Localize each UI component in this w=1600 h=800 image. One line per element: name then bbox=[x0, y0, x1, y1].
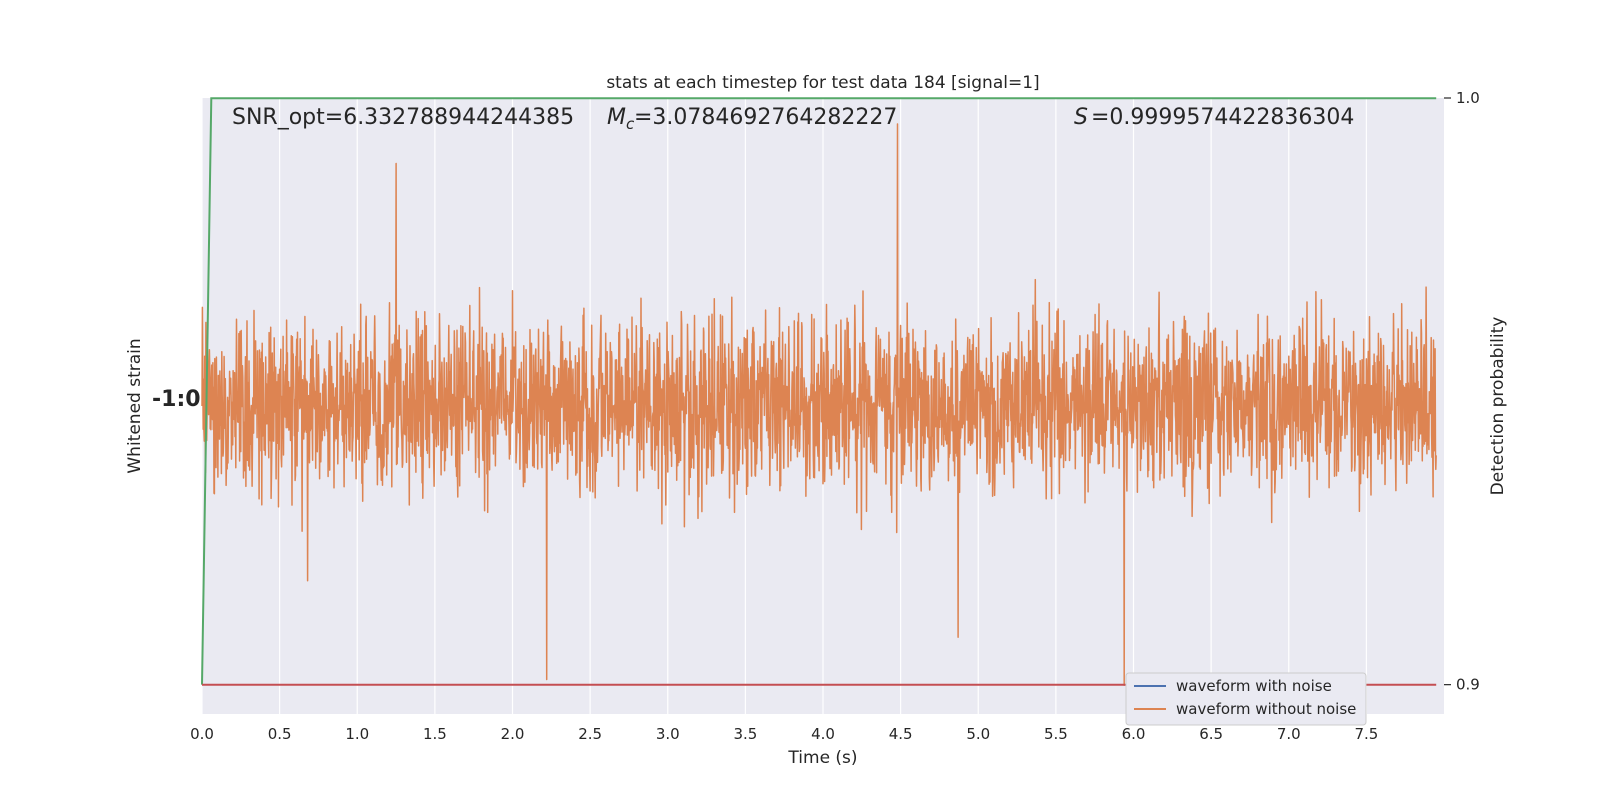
x-tick-label: 1.5 bbox=[423, 725, 447, 743]
x-tick-label: 0.0 bbox=[190, 725, 214, 743]
detection-probability-path bbox=[201, 97, 1437, 685]
x-tick-label: 4.0 bbox=[811, 725, 835, 743]
x-tick-label: 3.0 bbox=[656, 725, 680, 743]
chart-title: stats at each timestep for test data 184… bbox=[606, 73, 1039, 93]
detection-probability-line bbox=[201, 97, 1437, 685]
waveform-without-noise-path bbox=[201, 123, 1437, 686]
mc-annotation: =3.0784692764282227 bbox=[634, 105, 897, 130]
x-tick-label: 5.5 bbox=[1044, 725, 1068, 743]
x-ticks: 0.0 0.5 1.0 1.5 2.0 2.5 3.0 3.5 4.0 4.5 5.0 5.5 6.0 6… bbox=[190, 725, 1378, 743]
right-tick-label: 0.9 bbox=[1456, 676, 1480, 694]
legend: waveform with noise waveform without noi… bbox=[1125, 672, 1367, 726]
right-tick-label: 1.0 bbox=[1456, 89, 1480, 107]
x-tick-label: 5.0 bbox=[966, 725, 990, 743]
x-tick-label: 4.5 bbox=[889, 725, 913, 743]
x-tick-label: 0.5 bbox=[268, 725, 292, 743]
right-ticks: 0.9 1.0 bbox=[1444, 89, 1480, 694]
left-tick-glyphs: -1:0 bbox=[152, 387, 201, 412]
s-annotation: =0.9999574422836304 bbox=[1091, 105, 1354, 130]
x-tick-label: 3.5 bbox=[733, 725, 757, 743]
snr-annotation: SNR_opt=6.332788944244385 bbox=[232, 105, 574, 130]
legend-label-without-noise: waveform without noise bbox=[1176, 700, 1356, 718]
right-y-axis-label: Detection probability bbox=[1488, 317, 1508, 496]
waveform-without-noise-line bbox=[201, 123, 1437, 686]
x-tick-label: 2.0 bbox=[501, 725, 525, 743]
x-tick-label: 6.0 bbox=[1122, 725, 1146, 743]
legend-label-with-noise: waveform with noise bbox=[1176, 677, 1332, 695]
legend-box bbox=[1125, 672, 1367, 726]
x-tick-label: 2.5 bbox=[578, 725, 602, 743]
x-tick-label: 7.5 bbox=[1354, 725, 1378, 743]
s-annotation-symbol: S bbox=[1074, 105, 1088, 130]
x-tick-label: 6.5 bbox=[1199, 725, 1223, 743]
x-tick-label: 7.0 bbox=[1277, 725, 1301, 743]
x-axis-label: Time (s) bbox=[787, 748, 857, 768]
mc-annotation-symbol: Mc bbox=[607, 105, 635, 133]
left-y-axis-label: Whitened strain bbox=[125, 338, 145, 473]
x-tick-label: 1.0 bbox=[345, 725, 369, 743]
